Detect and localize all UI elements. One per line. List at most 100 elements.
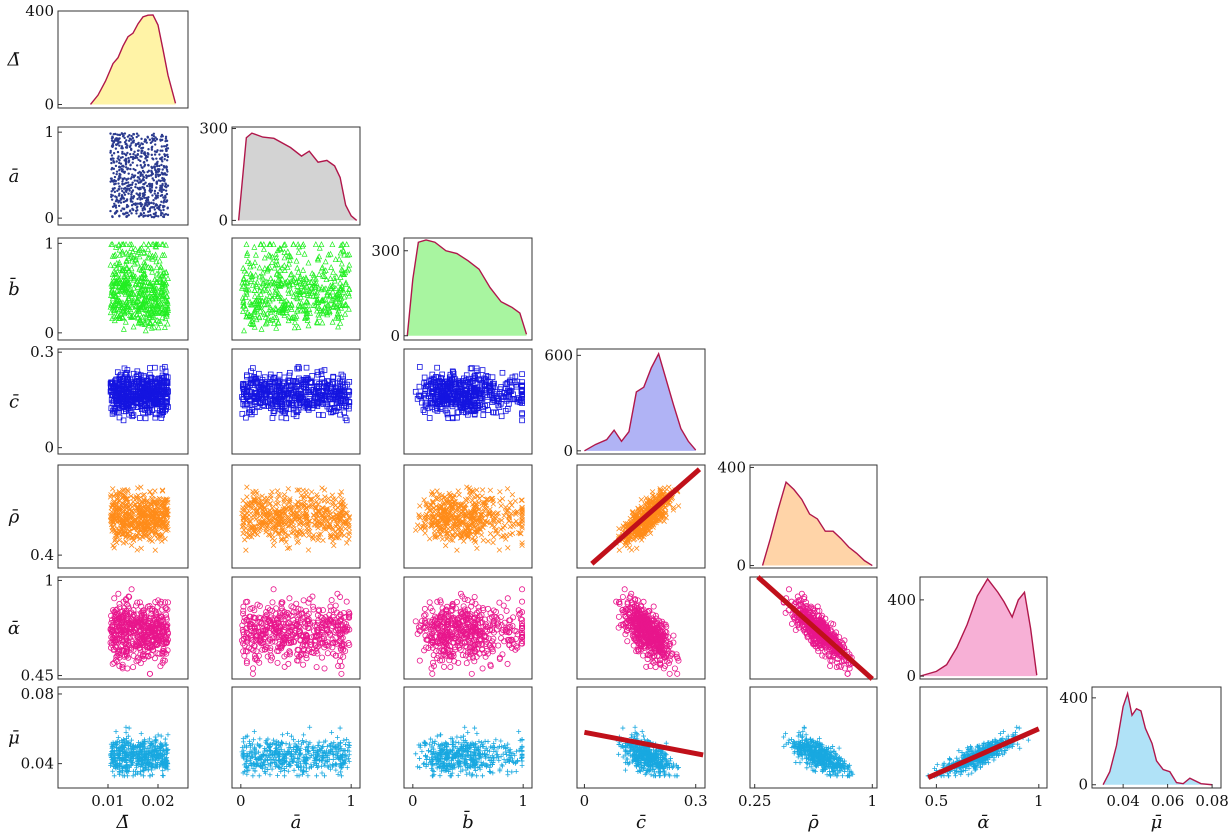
scatter-point [111,139,114,142]
scatter-point [345,289,352,296]
scatter-point [113,202,116,205]
scatter-point [294,510,300,517]
scatter-point [135,492,141,499]
scatter-point [151,172,155,176]
scatter-point [283,406,289,413]
scatter-point [111,215,114,218]
scatter-point [285,286,292,293]
density-line [237,132,358,221]
scatter-point [152,132,156,135]
scatter-point [496,519,502,525]
scatter-point [422,391,428,397]
scatter-point [130,193,133,196]
scatter-point [135,132,139,135]
scatter-point [131,136,135,140]
scatter-point [115,494,121,501]
scatter-point [145,176,148,180]
scatter-point [137,141,140,145]
scatter-point [153,215,156,218]
scatter-point [138,144,142,147]
scatter-point [303,307,310,314]
scatter-point [431,528,438,534]
scatter-point [134,183,138,186]
scatter-point [281,409,288,416]
scatter-point [423,401,430,408]
scatter-point [140,249,147,256]
scatter-point [156,257,163,264]
scatter-point [519,517,525,524]
scatter-point [329,241,336,248]
scatter-point [114,164,118,168]
scatter-point [262,519,268,526]
scatter-point [338,489,345,495]
scatter-point [286,545,293,551]
scatter-point [244,258,251,265]
scatter-point [264,524,270,530]
scatter-point [123,193,127,196]
scatter-point [142,186,146,190]
scatter-point [126,151,129,155]
scatter-point [435,495,442,501]
scatter-point [472,403,478,410]
scatter-point [112,537,118,544]
scatter-point [113,502,120,508]
scatter-point [324,301,331,308]
scatter-point [242,285,249,292]
scatter-point [159,292,166,299]
scatter-point [263,387,269,394]
scatter-point [314,401,320,408]
scatter-point [491,397,498,404]
scatter-point [114,369,121,375]
scatter-point [147,279,154,286]
scatter-point [113,175,117,179]
scatter-point [164,135,168,139]
scatter-point [437,378,444,385]
scatter-point [456,492,462,498]
scatter-point [288,270,295,277]
scatter-point [466,379,473,385]
scatter-point [244,249,251,256]
scatter-point [149,191,152,194]
scatter-point [164,320,171,327]
scatter-point [247,277,254,284]
scatter-point [254,490,260,497]
scatter-point [463,372,470,378]
scatter-point [243,547,249,553]
scatter-point [134,368,141,375]
scatter-point [325,251,332,258]
scatter-point [156,196,159,199]
scatter-point [129,504,136,510]
scatter-point [159,157,162,160]
scatter-point [142,176,146,179]
scatter-point [321,268,328,275]
scatter-point [264,315,271,322]
scatter-point [116,264,123,271]
scatter-point [450,533,456,539]
scatter-point [476,514,482,521]
scatter-point [252,306,258,313]
y-tick-label: 0 [44,324,54,342]
scatter-point [472,501,479,507]
scatter-point [277,309,284,315]
scatter-point [112,152,116,155]
scatter-point [342,310,349,317]
scatter-point [239,524,246,530]
scatter-point [141,169,145,173]
scatter-point [249,393,256,400]
panel-frame [576,464,706,569]
scatter-point [130,296,137,303]
scatter-point [491,524,498,530]
scatter-point [461,538,467,544]
scatter-point [128,187,131,191]
scatter-point [149,206,153,209]
scatter-point [316,313,323,320]
scatter-point [127,306,134,313]
scatter-point [136,197,139,201]
scatter-point [487,510,493,517]
scatter-point [127,139,131,142]
scatter-point [111,157,114,160]
scatter-point [127,312,133,318]
scatter-point [109,209,112,213]
scatter-point [337,299,344,306]
